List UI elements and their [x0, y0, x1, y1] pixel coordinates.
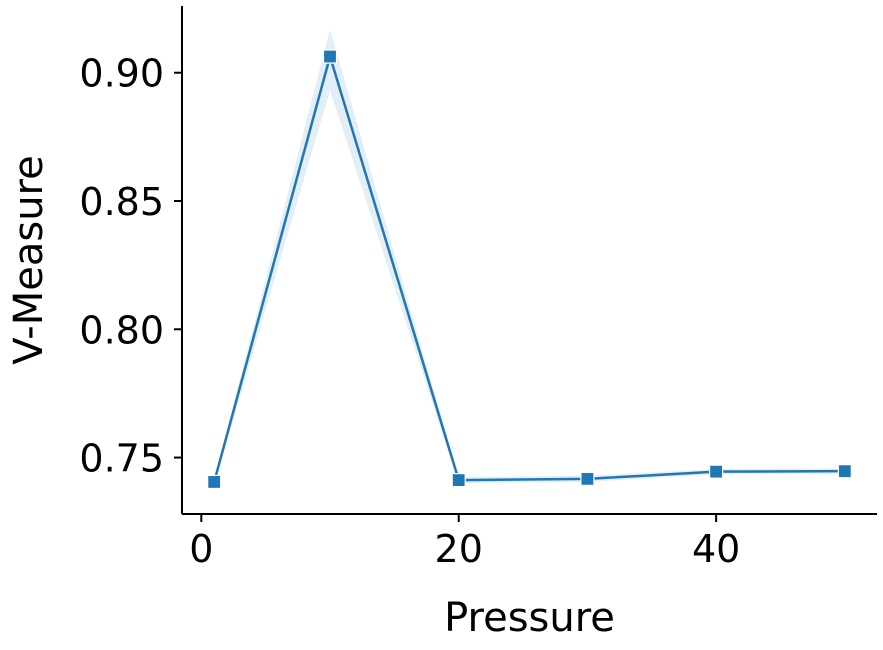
x-tick-label: 40 [692, 527, 740, 571]
series-line-layer [212, 52, 845, 483]
y-axis-label: V-Measure [6, 155, 52, 364]
data-point-marker [451, 473, 466, 488]
data-point-marker [207, 474, 222, 490]
y-tick-label: 0.75 [79, 437, 164, 481]
series-markers [207, 49, 852, 490]
y-tick-label: 0.90 [79, 52, 164, 96]
y-tick-label: 0.80 [79, 308, 164, 352]
confidence-band-layer [214, 29, 845, 485]
x-tick-label: 0 [189, 527, 213, 571]
data-point-marker [709, 464, 724, 479]
x-tick-label: 20 [435, 527, 483, 571]
y-tick-label: 0.85 [79, 180, 164, 224]
x-ticks: 0 20 40 [189, 514, 740, 571]
data-point-marker [580, 471, 595, 486]
data-point-marker [322, 49, 338, 64]
x-axis-label: Pressure [444, 595, 615, 641]
axes-layer [181, 6, 877, 515]
series-line [212, 52, 845, 483]
y-ticks: 0.75 0.80 0.85 0.90 [79, 52, 182, 481]
data-point-marker [837, 464, 852, 479]
confidence-band [214, 29, 845, 485]
